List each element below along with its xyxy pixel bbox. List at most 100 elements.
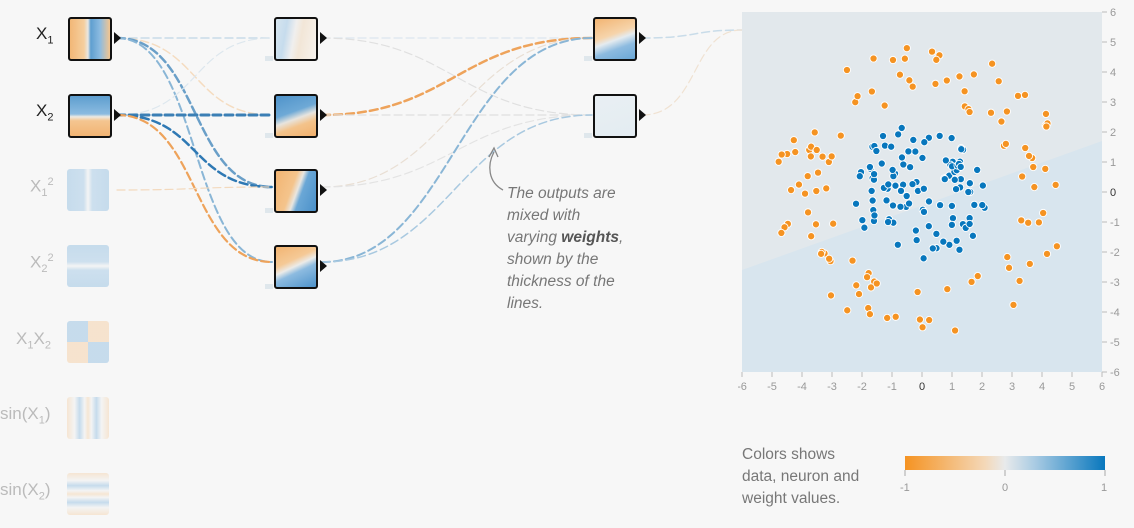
link-x2-h1[interactable] [116, 37, 273, 116]
output-heatmap-plot[interactable]: -6 -5 -4 -3 -2 -1 0 1 2 3 4 5 6 6 5 4 3 2 1 0 -1 -2 -3 -4 -5 -6 [738, 6, 1130, 396]
data-point-orange [905, 76, 914, 85]
data-point-orange [1020, 90, 1030, 99]
y-tick-label: 2 [1110, 127, 1116, 139]
data-point-orange [853, 92, 862, 101]
data-point-blue [978, 181, 987, 190]
data-point-orange [825, 254, 834, 263]
data-point-orange [843, 306, 852, 315]
input-node-x1-squared[interactable] [67, 169, 109, 211]
link-h3-o1[interactable] [321, 37, 593, 188]
data-point-blue [896, 202, 905, 211]
data-point-blue [919, 207, 929, 216]
hidden-node-1-2[interactable] [274, 94, 318, 138]
hidden-node-1-1[interactable] [274, 17, 318, 61]
data-point-orange [1001, 139, 1010, 148]
data-point-blue [884, 180, 893, 189]
color-legend-bar [905, 456, 1105, 470]
data-point-blue [957, 145, 966, 154]
link-h2-o1[interactable] [320, 36, 594, 117]
data-point-orange [932, 55, 941, 64]
data-point-orange [1021, 143, 1030, 153]
link-o2-output[interactable] [641, 29, 743, 116]
link-o1-output[interactable] [641, 29, 743, 39]
data-point-blue [906, 163, 915, 172]
input-node-x2-squared[interactable] [67, 245, 109, 287]
y-tick-label: -1 [1110, 217, 1120, 229]
data-point-blue [920, 138, 929, 147]
output-arrow-h4 [320, 260, 327, 272]
data-point-blue [867, 186, 876, 195]
data-point-orange [854, 290, 864, 299]
link-h3-o2[interactable] [321, 114, 593, 188]
data-point-blue [978, 201, 987, 210]
data-point-orange [927, 47, 937, 56]
data-point-orange [789, 136, 798, 145]
color-legend-description: Colors shows data, neuron and weight val… [742, 446, 860, 507]
data-point-blue [896, 186, 906, 195]
data-point-orange [913, 287, 922, 297]
link-h1-o2[interactable] [321, 37, 593, 116]
input-node-x1x2[interactable] [67, 321, 109, 363]
data-point-orange [872, 279, 881, 288]
data-point-orange [931, 79, 940, 88]
data-point-blue [924, 222, 933, 231]
input-node-sin-x1[interactable] [67, 397, 109, 439]
data-point-blue [877, 159, 886, 168]
data-point-blue [955, 245, 964, 254]
data-point-blue [932, 229, 941, 238]
data-point-orange [803, 208, 813, 217]
data-point-blue [904, 147, 913, 156]
data-point-blue [894, 130, 903, 139]
x-tick-label: 4 [1039, 381, 1045, 393]
data-point-orange [891, 312, 900, 321]
output-arrow-o1 [639, 32, 646, 44]
data-point-blue [851, 199, 861, 208]
data-point-blue [882, 196, 891, 205]
hidden-node-1-4[interactable] [274, 245, 318, 289]
data-point-orange [777, 228, 786, 237]
x-tick-label: 6 [1099, 381, 1105, 393]
data-point-orange [883, 313, 892, 323]
data-point-orange [960, 87, 969, 96]
hidden-node-2-2[interactable] [593, 94, 637, 138]
link-x2-h3[interactable] [115, 113, 274, 189]
link-h4-o2[interactable] [321, 114, 593, 263]
data-point-orange [807, 232, 816, 241]
input-node-x2[interactable] [68, 94, 112, 138]
y-tick-label: 5 [1110, 37, 1116, 49]
y-tick-label: -2 [1110, 247, 1120, 259]
input-label-x2-squared: X22 [30, 252, 54, 276]
link-x1-h3[interactable] [115, 36, 274, 189]
data-point-blue [911, 226, 920, 235]
input-label-x1x2: X1X2 [16, 329, 51, 352]
data-point-orange [810, 128, 819, 137]
bias-marker [265, 56, 273, 61]
data-point-blue [855, 172, 864, 181]
hidden-node-1-3[interactable] [274, 169, 318, 213]
data-point-orange [813, 168, 823, 177]
data-point-orange [818, 152, 827, 161]
input-label-x2: X2 [36, 101, 54, 124]
hidden-node-2-1[interactable] [593, 17, 637, 61]
data-point-blue [870, 211, 879, 220]
data-point-blue [860, 223, 869, 232]
data-point-blue [919, 184, 928, 193]
data-point-orange [988, 59, 997, 68]
x-tick-label: 0 [919, 381, 925, 393]
input-label-x1-squared: X12 [30, 176, 54, 200]
link-h4-o1[interactable] [321, 37, 593, 263]
data-point-orange [812, 145, 821, 155]
data-point-orange [1051, 180, 1060, 189]
data-point-blue [868, 196, 877, 205]
data-point-orange [918, 323, 927, 332]
data-point-blue [883, 217, 893, 227]
input-node-sin-x2[interactable] [67, 473, 109, 515]
data-point-orange [908, 82, 917, 91]
data-point-orange [1042, 122, 1051, 131]
data-point-orange [1002, 107, 1011, 116]
bias-marker [584, 133, 592, 138]
input-node-x1[interactable] [68, 17, 112, 61]
annotation-arrow [489, 151, 504, 191]
data-point-blue [865, 162, 874, 172]
output-arrow-h1 [320, 32, 327, 44]
